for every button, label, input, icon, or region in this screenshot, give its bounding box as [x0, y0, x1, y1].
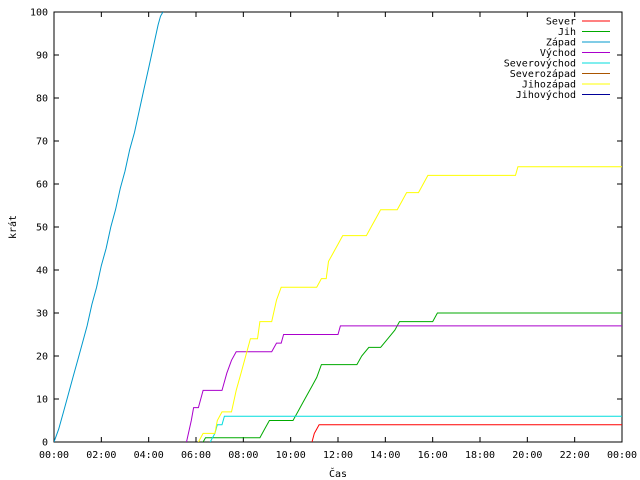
series-line-0: [311, 424, 622, 442]
series-line-1: [202, 312, 622, 442]
x-tick-label: 02:00: [86, 450, 116, 461]
x-tick-label: 06:00: [181, 450, 211, 461]
x-tick-label: 14:00: [370, 450, 400, 461]
x-tick-label: 22:00: [560, 450, 590, 461]
x-tick-label: 20:00: [512, 450, 542, 461]
legend-label: Jih: [558, 27, 576, 38]
x-tick-label: 00:00: [39, 450, 69, 461]
x-tick-label: 10:00: [276, 450, 306, 461]
legend: SeverJihZápadVýchodSeverovýchodSeverozáp…: [504, 17, 610, 101]
y-tick-label: 70: [36, 137, 48, 148]
legend-label: Severovýchod: [504, 58, 576, 70]
y-axis-title: krát: [7, 215, 19, 239]
y-tick-label: 100: [30, 8, 48, 19]
y-tick-label: 60: [36, 180, 48, 191]
y-tick-label: 90: [36, 51, 48, 62]
legend-label: Sever: [546, 17, 576, 28]
series-line-3: [186, 325, 622, 442]
axis-ticks: 00:00 02:00 04:00 06:00 08:00 10:00 12:00 14:00…: [30, 8, 637, 462]
x-axis-title: Čas: [329, 467, 347, 480]
series-line-2: [54, 12, 164, 442]
legend-label: Jihozápad: [522, 79, 576, 91]
x-tick-label: 04:00: [134, 450, 164, 461]
y-tick-label: 20: [36, 352, 48, 363]
y-tick-label: 40: [36, 266, 48, 277]
x-tick-label: 12:00: [323, 450, 353, 461]
y-tick-label: 30: [36, 309, 48, 320]
x-tick-label: 00:00: [607, 450, 637, 461]
y-tick-label: 50: [36, 223, 48, 234]
legend-label: Jihovýchod: [516, 89, 576, 101]
series-lines: [54, 12, 622, 442]
y-tick-label: 10: [36, 395, 48, 406]
y-tick-label: 0: [42, 438, 48, 449]
legend-label: Severozápad: [510, 68, 576, 80]
x-tick-label: 08:00: [228, 450, 258, 461]
legend-label: Západ: [546, 37, 576, 49]
y-tick-label: 80: [36, 94, 48, 105]
series-line-4: [209, 415, 622, 442]
series-line-6: [197, 166, 622, 442]
x-tick-label: 16:00: [418, 450, 448, 461]
x-tick-label: 18:00: [465, 450, 495, 461]
legend-label: Východ: [540, 47, 576, 59]
